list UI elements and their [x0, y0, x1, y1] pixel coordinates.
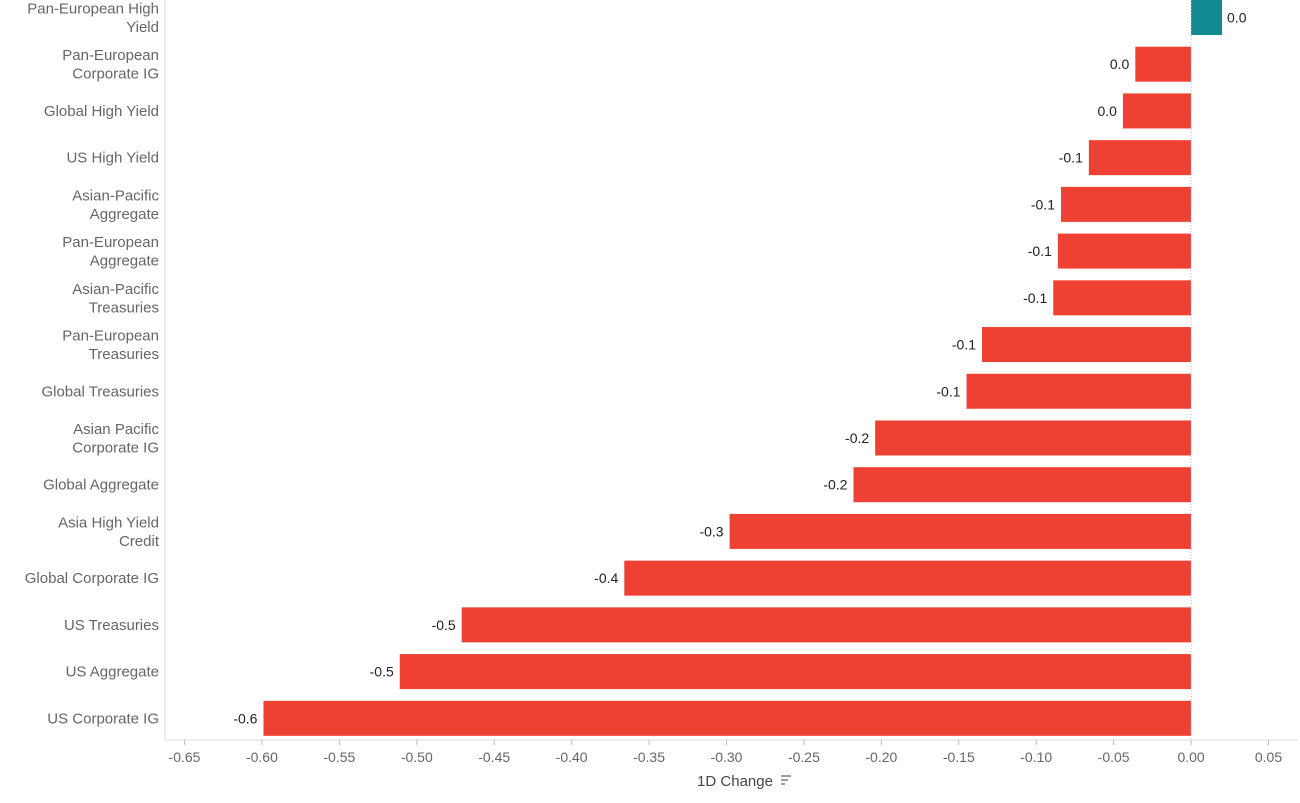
data-label: -0.1	[952, 337, 976, 353]
data-label: -0.1	[936, 383, 960, 399]
data-label: -0.6	[233, 710, 257, 726]
data-label: -0.2	[845, 430, 869, 446]
category-label: Asian-Pacific Treasuries	[72, 281, 159, 317]
x-tick-label: -0.30	[711, 749, 743, 765]
category-label: Global Aggregate	[43, 477, 159, 494]
category-label: Pan-European Treasuries	[62, 328, 159, 364]
data-label: -0.1	[1028, 243, 1052, 259]
x-axis: -0.65 -0.60 -0.55 -0.50 -0.45 -0.40 -0.35 -0.30…	[164, 0, 1298, 765]
bar[interactable]	[853, 467, 1192, 503]
sort-descending-icon[interactable]	[781, 775, 791, 785]
bar[interactable]	[966, 373, 1192, 409]
data-label: -0.1	[1031, 196, 1055, 212]
data-label: -0.1	[1023, 290, 1047, 306]
category-label: Global Treasuries	[41, 383, 159, 400]
bar[interactable]	[1060, 186, 1192, 222]
category-label: Asian Pacific Corporate IG	[72, 421, 159, 457]
x-tick-label: 0.00	[1177, 749, 1204, 765]
category-label: Global Corporate IG	[25, 570, 159, 587]
bar[interactable]	[1053, 280, 1192, 316]
x-tick-label: -0.45	[478, 749, 510, 765]
x-tick-label: -0.10	[1020, 749, 1052, 765]
bar[interactable]	[624, 560, 1192, 596]
data-label: 0.0	[1110, 56, 1130, 72]
category-label: Pan-European High Yield	[27, 1, 159, 37]
category-label: US Treasuries	[64, 617, 159, 634]
data-label: 0.0	[1227, 10, 1247, 26]
bar[interactable]	[1088, 140, 1192, 176]
bar[interactable]	[729, 513, 1192, 549]
category-label: Asian-Pacific Aggregate	[72, 187, 159, 223]
category-label: Pan-European Corporate IG	[62, 47, 159, 83]
x-tick-label: 0.05	[1255, 749, 1282, 765]
x-tick-label: -0.50	[401, 749, 433, 765]
bar[interactable]	[399, 654, 1192, 690]
bars-layer	[263, 0, 1223, 740]
category-label: US High Yield	[66, 150, 159, 167]
bar[interactable]	[1057, 233, 1192, 269]
bar[interactable]	[461, 607, 1192, 643]
x-tick-label: -0.15	[943, 749, 975, 765]
category-label: US Corporate IG	[47, 710, 159, 727]
x-tick-label: -0.65	[169, 749, 201, 765]
category-label: Global High Yield	[44, 103, 159, 120]
data-label: -0.5	[432, 617, 456, 633]
data-label: 0.0	[1097, 103, 1117, 119]
data-labels: 0.0 0.0 0.0 -0.1 -0.1 -0.1 -0.1 -0.1 -0.1 -0.2 -0.…	[233, 10, 1246, 727]
bar[interactable]	[263, 700, 1192, 736]
bar[interactable]	[1122, 93, 1192, 129]
bar[interactable]	[875, 420, 1192, 456]
data-label: -0.1	[1059, 150, 1083, 166]
bar[interactable]	[982, 327, 1192, 363]
x-tick-label: -0.60	[246, 749, 278, 765]
data-label: -0.3	[699, 523, 723, 539]
category-label: Asia High Yield Credit	[58, 514, 160, 550]
category-label: Pan-European Aggregate	[62, 234, 159, 270]
x-tick-label: -0.55	[323, 749, 355, 765]
x-tick-label: -0.25	[788, 749, 820, 765]
category-labels: Pan-European High Yield Pan-European Corpor…	[25, 1, 160, 728]
x-axis-title[interactable]: 1D Change	[697, 773, 773, 790]
data-label: -0.5	[370, 664, 394, 680]
data-label: -0.2	[823, 477, 847, 493]
x-tick-label: -0.05	[1098, 749, 1130, 765]
x-tick-label: -0.35	[633, 749, 665, 765]
bar[interactable]	[1135, 46, 1192, 82]
x-tick-label: -0.20	[865, 749, 897, 765]
category-label: US Aggregate	[66, 664, 159, 681]
x-tick-label: -0.40	[556, 749, 588, 765]
data-label: -0.4	[594, 570, 618, 586]
bar[interactable]	[1191, 0, 1223, 35]
